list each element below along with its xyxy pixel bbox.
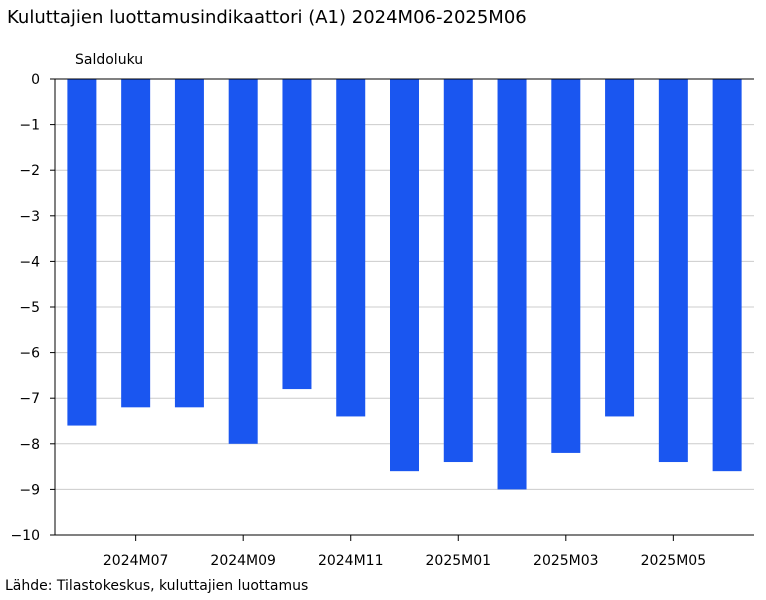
- bar-2025M04: [605, 79, 635, 417]
- bar-2024M08: [174, 79, 204, 408]
- x-tick-label: 2025M03: [533, 553, 599, 569]
- x-tick-label: 2024M09: [210, 553, 276, 569]
- axes: [50, 78, 754, 541]
- bar-2025M03: [551, 79, 581, 453]
- y-tick-label: −7: [19, 391, 40, 407]
- bar-2024M12: [390, 79, 419, 472]
- x-tick-labels: 2024M07 2024M09 2024M11 2025M01 2025M03 2025M…: [103, 553, 706, 569]
- y-tick-label: 0: [31, 72, 40, 88]
- bar-2025M02: [497, 79, 527, 490]
- y-axis-unit-label: Saldoluku: [75, 52, 143, 68]
- y-tick-label: −2: [19, 163, 40, 179]
- x-tick-label: 2025M05: [641, 553, 707, 569]
- bar-2024M06: [67, 79, 97, 426]
- y-tick-label: −6: [19, 346, 40, 362]
- source-note: Lähde: Tilastokeskus, kuluttajien luotta…: [5, 578, 309, 594]
- bars: [67, 79, 742, 490]
- y-tick-label: −10: [10, 528, 40, 544]
- x-tick-label: 2024M07: [103, 553, 169, 569]
- chart-title: Kuluttajien luottamusindikaattori (A1) 2…: [7, 7, 527, 28]
- y-tick-label: −1: [19, 118, 40, 134]
- bar-2024M07: [121, 79, 151, 408]
- y-tick-label: −5: [19, 300, 40, 316]
- x-tick-label: 2025M01: [426, 553, 492, 569]
- bar-2025M01: [443, 79, 473, 463]
- bar-2025M06: [712, 79, 742, 472]
- y-tick-label: −9: [19, 482, 40, 498]
- bar-2024M10: [282, 79, 312, 390]
- bar-2025M05: [658, 79, 688, 463]
- bar-2024M11: [336, 79, 366, 417]
- y-tick-labels: 0 −1 −2 −3 −4 −5 −6 −7 −8 −9 −10: [10, 72, 40, 544]
- y-tick-label: −4: [19, 254, 40, 270]
- bar-2024M09: [228, 79, 258, 444]
- x-tick-label: 2024M11: [318, 553, 384, 569]
- y-tick-label: −8: [19, 437, 40, 453]
- y-tick-label: −3: [19, 209, 40, 225]
